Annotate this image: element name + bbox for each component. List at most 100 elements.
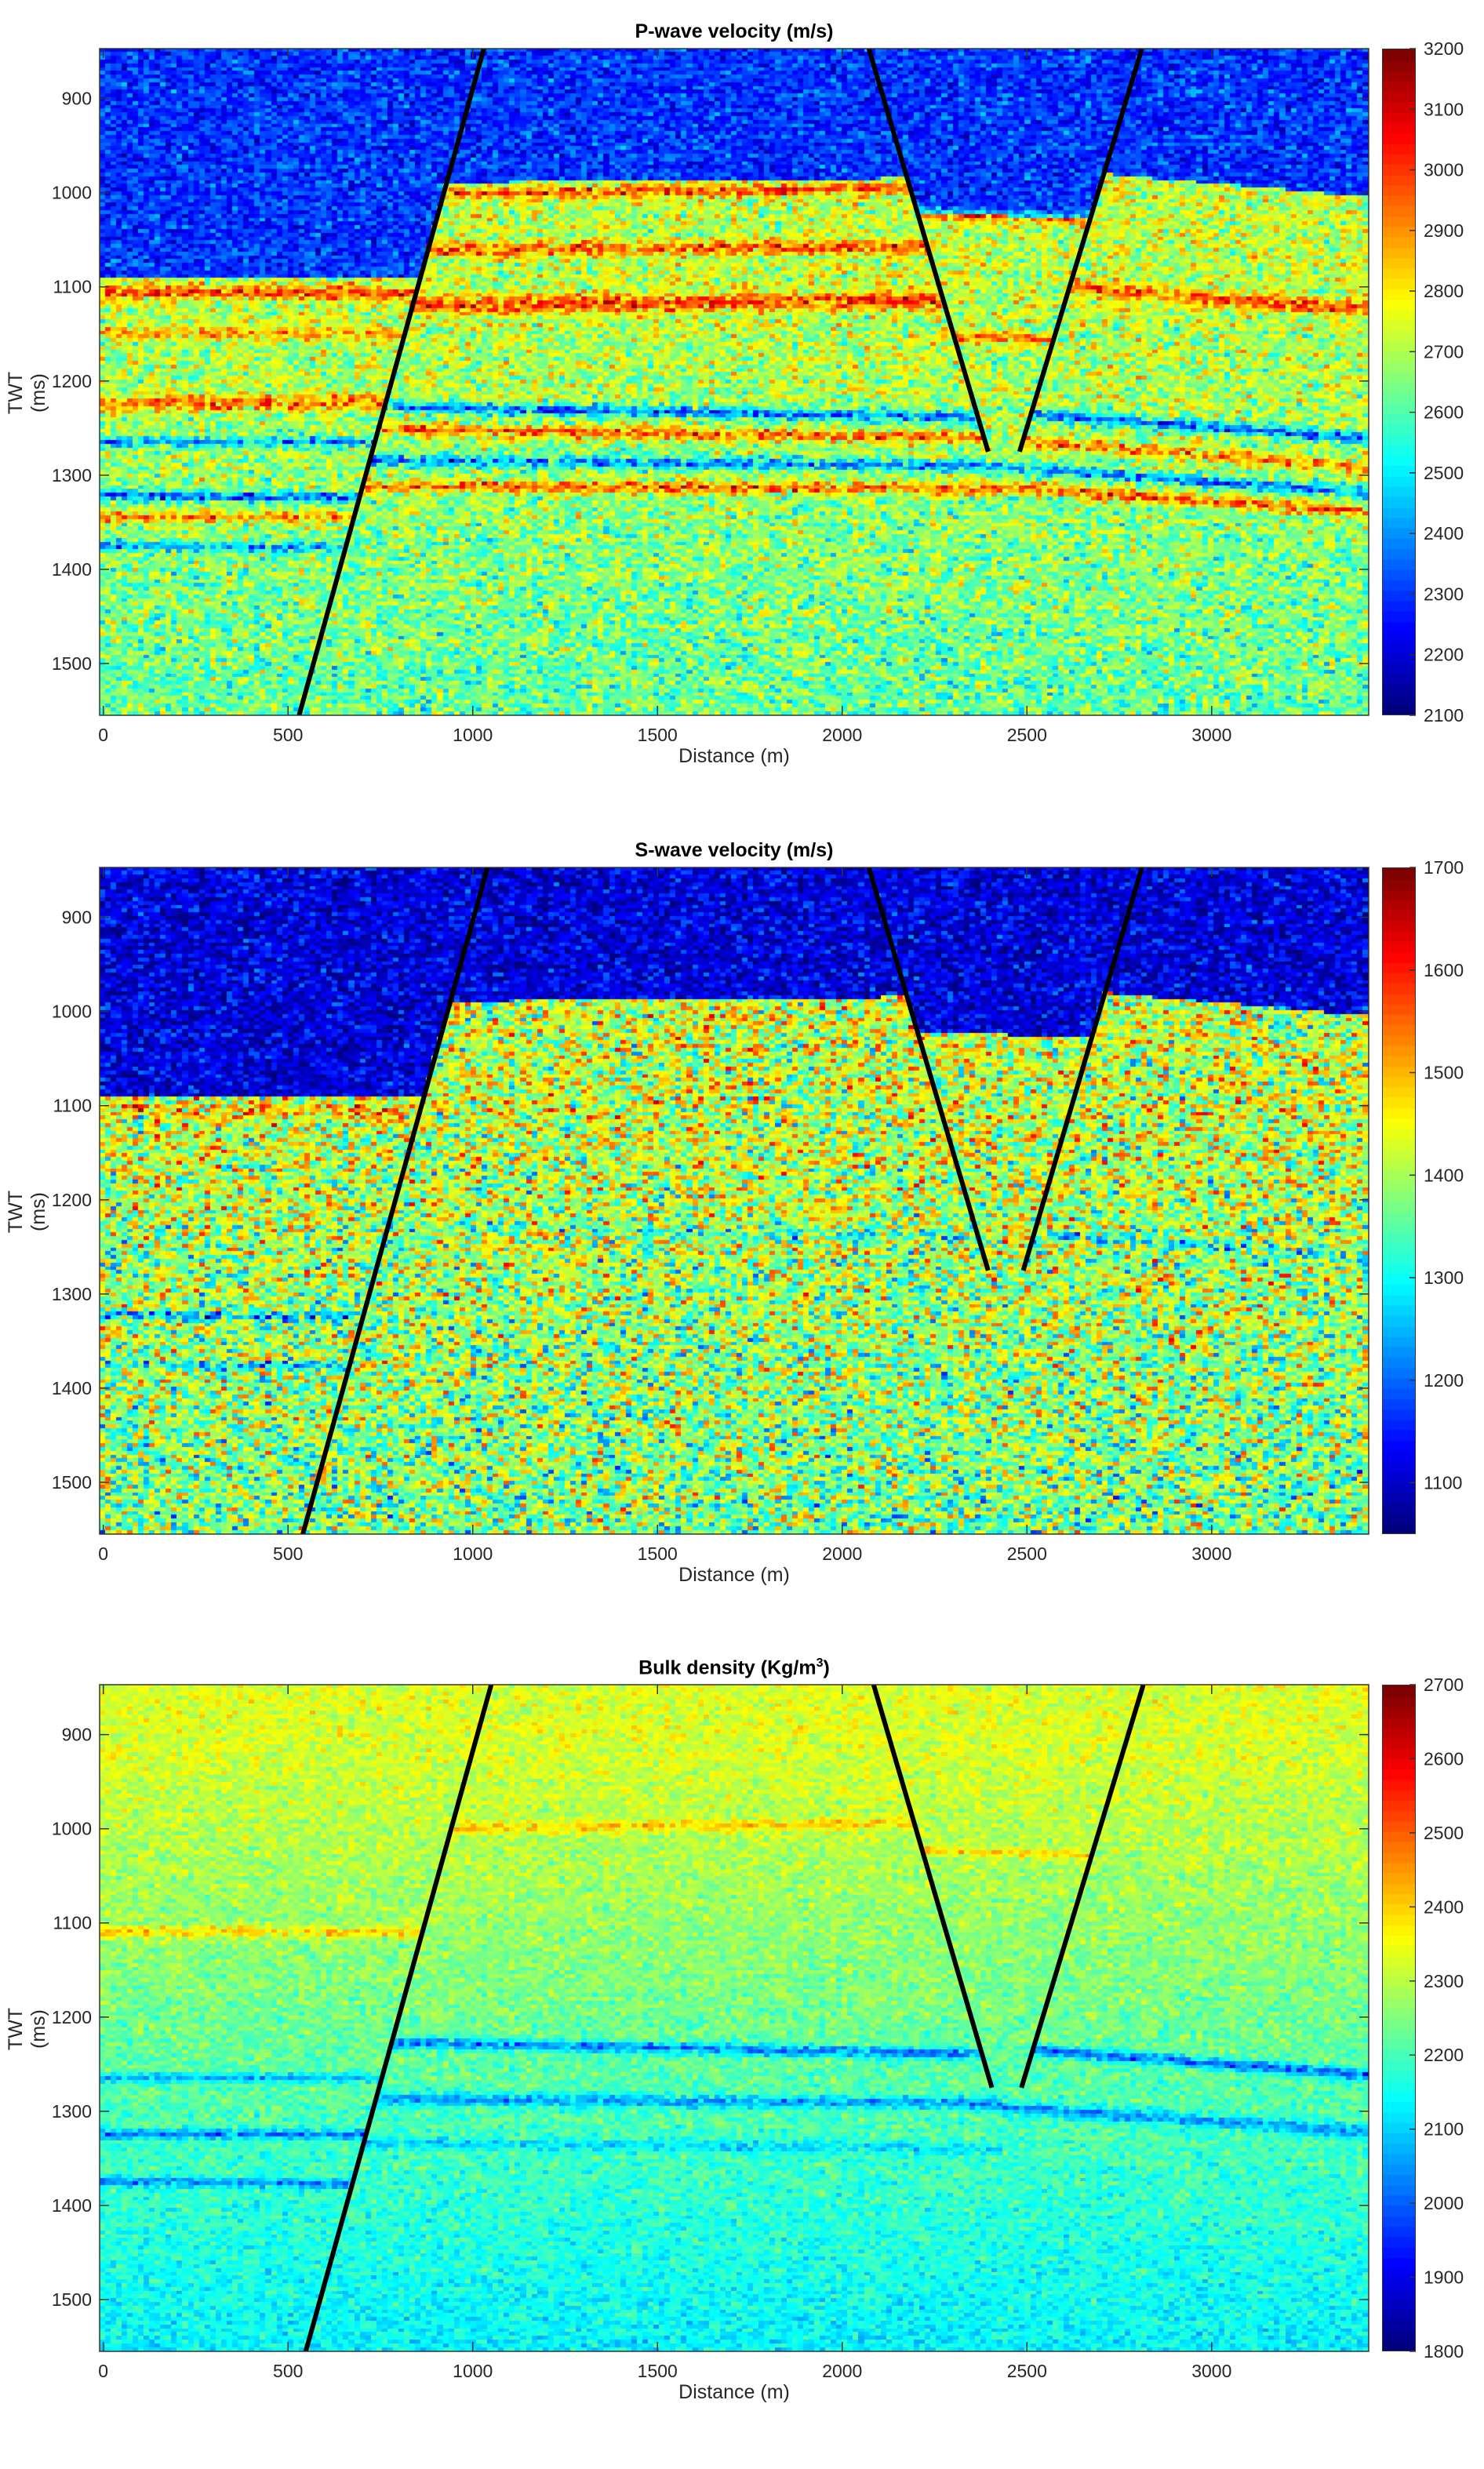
y-tick-label: 1100 bbox=[53, 1913, 92, 1933]
x-tick-label: 0 bbox=[98, 1544, 108, 1564]
fault-line bbox=[300, 867, 490, 1535]
colorbar-tick-label: 2700 bbox=[1424, 341, 1464, 362]
colorbar-tick-label: 1200 bbox=[1424, 1370, 1464, 1391]
colorbar-tick-label: 2400 bbox=[1424, 1896, 1464, 1917]
y-tick-label: 900 bbox=[62, 89, 92, 109]
colorbar-tick-label: 1900 bbox=[1424, 2267, 1464, 2288]
colorbar-tick-label: 1500 bbox=[1424, 1063, 1464, 1083]
x-tick-label: 1000 bbox=[453, 2361, 493, 2381]
colorbar-tick-label: 2900 bbox=[1424, 220, 1464, 241]
colorbar bbox=[1382, 1685, 1416, 2351]
fault-line bbox=[866, 48, 991, 453]
x-tick-label: 1000 bbox=[453, 725, 493, 745]
x-tick-label: 1500 bbox=[638, 725, 678, 745]
y-tick-label: 1000 bbox=[52, 1002, 92, 1022]
x-tick-label: 2000 bbox=[822, 725, 862, 745]
title-superscript: 3 bbox=[816, 1656, 824, 1670]
y-tick-label: 1300 bbox=[52, 1284, 92, 1304]
x-axis-label: Distance (m) bbox=[678, 1564, 790, 1586]
axes-frame bbox=[99, 48, 1369, 716]
panel-s-wave: S-wave velocity (m/s) 0 500 1000 1500 2000 250… bbox=[0, 839, 1484, 1652]
colorbar-tick-label: 2200 bbox=[1424, 645, 1464, 665]
x-tick-label: 2000 bbox=[822, 1544, 862, 1564]
colorbar-tick-label: 3100 bbox=[1424, 99, 1464, 119]
y-tick-label: 1200 bbox=[52, 371, 92, 391]
y-tick-label: 1200 bbox=[52, 1190, 92, 1210]
colorbar-tick-label: 2800 bbox=[1424, 281, 1464, 301]
y-tick-label: 1400 bbox=[52, 2195, 92, 2216]
y-tick-label: 1500 bbox=[52, 1472, 92, 1493]
title-text: S-wave velocity (m/s) bbox=[635, 839, 834, 861]
axes-overlay: 0 500 1000 1500 2000 2500 3000 900 1000 1100 1200 1… bbox=[52, 38, 1464, 745]
x-tick-label: 3000 bbox=[1191, 2361, 1231, 2381]
chart-title: S-wave velocity (m/s) bbox=[100, 839, 1369, 862]
y-tick-label: 1400 bbox=[52, 559, 92, 580]
heatmap bbox=[100, 49, 1369, 715]
colorbar-tick-label: 1600 bbox=[1424, 960, 1464, 980]
colorbar bbox=[1382, 867, 1416, 1534]
x-tick-label: 0 bbox=[98, 2361, 108, 2381]
colorbar-tick-label: 2300 bbox=[1424, 1971, 1464, 1991]
colorbar-tick-label: 3000 bbox=[1424, 160, 1464, 180]
x-tick-label: 500 bbox=[273, 725, 303, 745]
y-tick-label: 1100 bbox=[53, 277, 92, 297]
x-axis-label: Distance (m) bbox=[678, 745, 790, 767]
title-text: Bulk density (Kg/m bbox=[638, 1656, 817, 1679]
colorbar-tick-label: 2500 bbox=[1424, 1823, 1464, 1843]
fault-line bbox=[1020, 867, 1144, 1271]
colorbar-tick-label: 2600 bbox=[1424, 1748, 1464, 1769]
axes-overlay: 0 500 1000 1500 2000 2500 3000 900 1000 1100 1200 1… bbox=[52, 857, 1464, 1564]
fault-line bbox=[866, 867, 991, 1271]
title-end: ) bbox=[823, 1656, 830, 1679]
y-axis-label: TWT (ms) bbox=[5, 371, 49, 415]
y-tick-label: 1500 bbox=[52, 2289, 92, 2310]
colorbar-tick-label: 2500 bbox=[1424, 463, 1464, 483]
colorbar-tick-label: 3200 bbox=[1424, 38, 1464, 59]
y-tick-label: 1300 bbox=[52, 465, 92, 485]
y-axis-label: TWT (ms) bbox=[5, 1190, 49, 1234]
heatmap bbox=[100, 1685, 1369, 2351]
colorbar-tick-label: 1400 bbox=[1424, 1165, 1464, 1185]
panel-bulk-density: Bulk density (Kg/m3) 0 500 1000 1500 2000 2500… bbox=[0, 1656, 1484, 2469]
x-tick-label: 0 bbox=[98, 725, 108, 745]
x-tick-label: 1500 bbox=[638, 2361, 678, 2381]
axes-overlay: 0 500 1000 1500 2000 2500 3000 900 1000 1100 1200 1… bbox=[52, 1674, 1464, 2381]
x-tick-label: 500 bbox=[273, 2361, 303, 2381]
y-tick-label: 1400 bbox=[52, 1378, 92, 1398]
heatmap bbox=[100, 867, 1369, 1534]
x-axis-label: Distance (m) bbox=[678, 2381, 790, 2403]
colorbar-tick-label: 2300 bbox=[1424, 584, 1464, 604]
axes-frame bbox=[99, 1684, 1369, 2352]
x-tick-label: 500 bbox=[273, 1544, 303, 1564]
chart-title: P-wave velocity (m/s) bbox=[100, 20, 1369, 43]
fault-line bbox=[1019, 1684, 1146, 2089]
chart-title: Bulk density (Kg/m3) bbox=[100, 1656, 1369, 1679]
y-tick-label: 1200 bbox=[52, 2007, 92, 2027]
y-tick-label: 1000 bbox=[52, 1819, 92, 1839]
x-tick-label: 3000 bbox=[1191, 725, 1231, 745]
x-tick-label: 2500 bbox=[1007, 725, 1047, 745]
colorbar-tick-label: 2200 bbox=[1424, 2045, 1464, 2065]
x-tick-label: 3000 bbox=[1191, 1544, 1231, 1564]
colorbar bbox=[1382, 49, 1416, 715]
y-tick-label: 1000 bbox=[52, 183, 92, 203]
x-tick-label: 1500 bbox=[638, 1544, 678, 1564]
fault-line bbox=[303, 1684, 494, 2352]
colorbar-tick-label: 2700 bbox=[1424, 1674, 1464, 1695]
x-tick-label: 1000 bbox=[453, 1544, 493, 1564]
fault-line bbox=[871, 1684, 995, 2089]
colorbar-tick-label: 1100 bbox=[1424, 1473, 1462, 1493]
x-tick-label: 2500 bbox=[1007, 1544, 1047, 1564]
y-tick-label: 900 bbox=[62, 907, 92, 928]
fault-line bbox=[1017, 48, 1144, 453]
colorbar-tick-label: 2000 bbox=[1424, 2193, 1464, 2213]
colorbar-tick-label: 2600 bbox=[1424, 402, 1464, 423]
y-tick-label: 900 bbox=[62, 1725, 92, 1745]
axes-frame bbox=[99, 867, 1369, 1535]
colorbar-tick-label: 2400 bbox=[1424, 523, 1464, 544]
panel-p-wave: P-wave velocity (m/s) 0 500 1000 1500 2000 250… bbox=[0, 20, 1484, 833]
colorbar-tick-label: 2100 bbox=[1424, 2119, 1464, 2140]
y-tick-label: 1100 bbox=[53, 1096, 92, 1116]
fault-line bbox=[296, 48, 486, 716]
colorbar-tick-label: 2100 bbox=[1424, 705, 1464, 725]
